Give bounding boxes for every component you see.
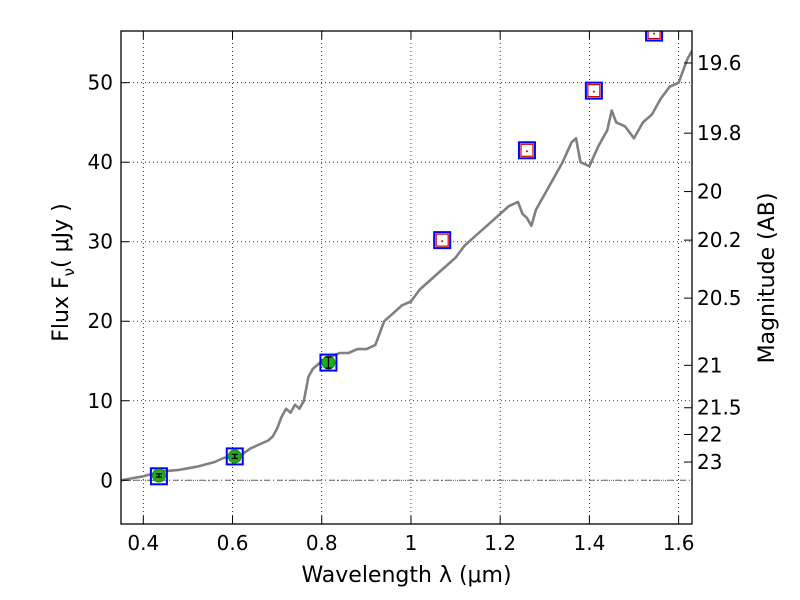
magnitude-tick-label: 22: [697, 423, 722, 447]
upper-limit-dot: [592, 90, 595, 93]
x-tick-label: 0.4: [127, 531, 159, 555]
x-tick-labels: 0.4 0.6 0.8 1 1.2 1.4 1.6: [127, 531, 694, 555]
y-tick-label: 10: [88, 389, 113, 413]
y-axis-label: Flux Fν( μJy ): [49, 203, 78, 341]
y-axis-label-main: Flux F: [49, 276, 74, 341]
model-photometry-point: [433, 231, 452, 250]
y-tick-label: 50: [88, 71, 113, 95]
magnitude-axis-label: Magnitude (AB): [755, 193, 780, 364]
x-axis-label: Wavelength λ (μm): [301, 563, 511, 588]
y-axis-label-subscript: ν: [60, 268, 78, 276]
model-photometry-point: [584, 81, 603, 100]
magnitude-tick-label: 19.8: [697, 121, 742, 145]
magnitude-tick-label: 23: [697, 450, 722, 474]
upper-limit-dot: [653, 32, 656, 35]
y-axis-label-unit: ( μJy ): [49, 203, 74, 268]
x-tick-label: 0.8: [306, 531, 338, 555]
y-tick-label: 40: [88, 150, 113, 174]
upper-limit-dot: [441, 240, 444, 243]
model-photometry-point: [225, 447, 244, 466]
magnitude-tick-label: 21.5: [697, 396, 742, 420]
grid: [121, 31, 692, 524]
x-tick-label: 1.6: [663, 531, 695, 555]
model-photometry-point: [645, 31, 664, 42]
x-tick-label: 1.4: [573, 531, 605, 555]
magnitude-tick-label: 20.5: [697, 286, 742, 310]
y-tick-label: 20: [88, 309, 113, 333]
model-photometry-series: [149, 31, 664, 486]
upper-limit-marker: [647, 31, 661, 40]
upper-limit-series: [435, 31, 661, 247]
magnitude-tick-label: 21: [697, 353, 722, 377]
model-photometry-point: [517, 141, 536, 160]
upper-limit-dot: [525, 150, 528, 153]
y-tick-label: 30: [88, 230, 113, 254]
y-tick-labels: 0 10 20 30 40 50: [88, 71, 113, 493]
magnitude-tick-label: 20: [697, 180, 722, 204]
spectrum-line: [121, 50, 692, 482]
plot-frame: [120, 30, 693, 525]
x-tick-label: 1: [405, 531, 418, 555]
magnitude-tick-label: 20.2: [697, 228, 742, 252]
x-tick-label: 1.2: [484, 531, 516, 555]
spectrum-series: [121, 50, 692, 482]
ticks: [121, 31, 692, 524]
magnitude-tick-label: 19.6: [697, 51, 742, 75]
magnitude-tick-labels: 19.6 19.8 20 20.2 20.5 21 21.5 22 23: [697, 51, 742, 474]
model-photometry-point: [319, 353, 338, 372]
y-tick-label: 0: [100, 468, 113, 492]
x-tick-label: 0.6: [217, 531, 249, 555]
model-photometry-point: [149, 467, 168, 486]
observed-photometry-series: [151, 355, 336, 483]
